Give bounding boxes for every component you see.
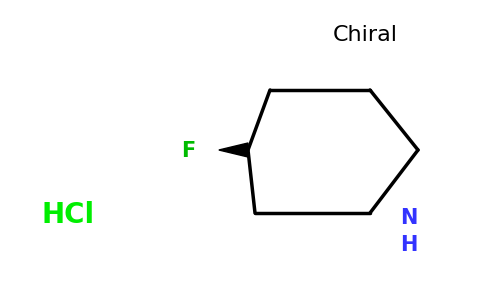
Text: N: N (400, 208, 417, 228)
Text: H: H (400, 235, 417, 255)
Text: HCl: HCl (42, 201, 94, 229)
Text: Chiral: Chiral (333, 25, 397, 45)
Polygon shape (219, 143, 248, 157)
Text: F: F (181, 141, 195, 161)
